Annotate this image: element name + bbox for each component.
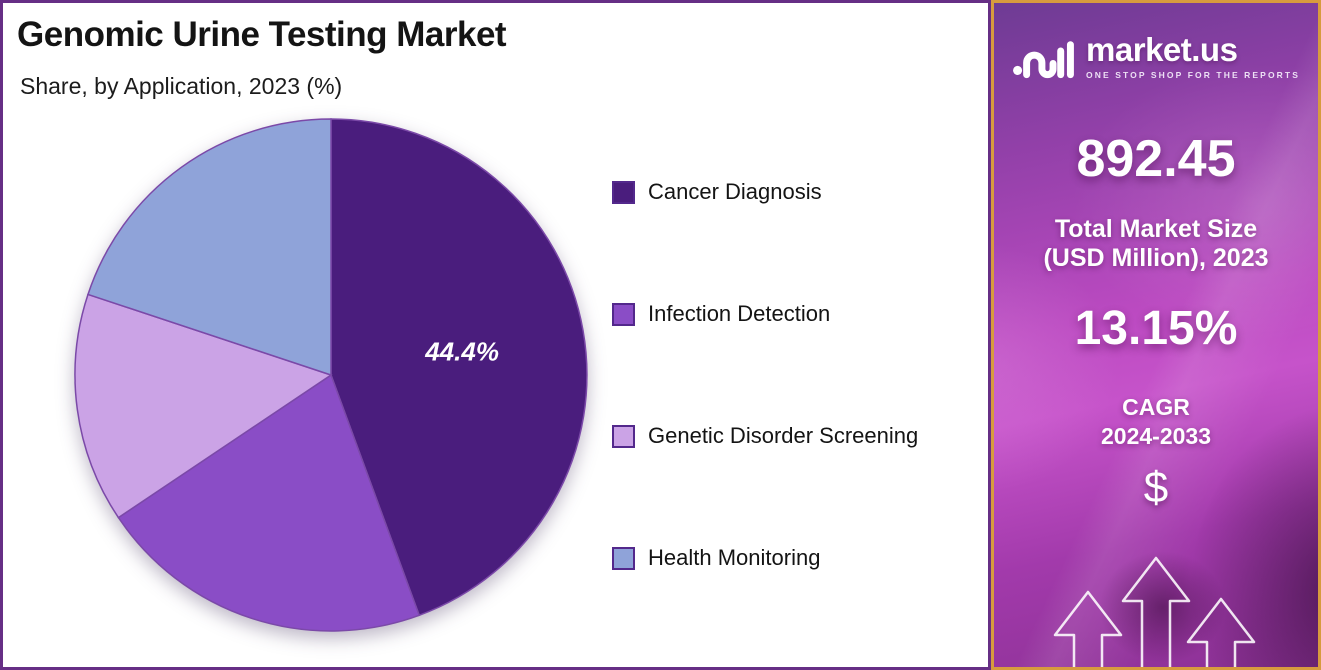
cagr-value: 13.15%	[1074, 302, 1238, 355]
market-size-label-line1: Total Market Size	[1054, 215, 1258, 243]
marketus-logo-icon	[1012, 33, 1076, 92]
pie-slice-label: 44.4%	[424, 337, 499, 367]
market-size-label: Total Market Size (USD Million), 2023	[994, 215, 1318, 273]
chart-panel: Genomic Urine Testing Market Share, by A…	[0, 0, 991, 670]
sidebar: market.us ONE STOP SHOP FOR THE REPORTS …	[991, 0, 1321, 670]
legend: Cancer Diagnosis Infection Detection Gen…	[612, 179, 918, 571]
page-title: Genomic Urine Testing Market	[17, 15, 507, 54]
legend-label: Health Monitoring	[648, 545, 821, 570]
legend-item: Infection Detection	[612, 301, 918, 327]
up-arrow-icon	[1121, 556, 1191, 667]
legend-swatch	[612, 302, 635, 326]
brand-logo: market.us ONE STOP SHOP FOR THE REPORTS	[994, 33, 1318, 92]
legend-item: Health Monitoring	[612, 545, 918, 571]
legend-item: Genetic Disorder Screening	[612, 423, 918, 449]
cagr-label: CAGR 2024-2033	[994, 393, 1318, 451]
pie-slice-health-monitoring	[87, 118, 332, 377]
brand-tagline: ONE STOP SHOP FOR THE REPORTS	[1086, 70, 1300, 80]
growth-arrows	[1053, 556, 1256, 667]
cagr-label-text: CAGR	[1122, 394, 1190, 420]
legend-item: Cancer Diagnosis	[612, 179, 918, 205]
pie-slice-cancer-diagnosis	[330, 118, 588, 617]
legend-label: Infection Detection	[648, 301, 831, 326]
dollar-icon: $	[1143, 463, 1169, 512]
page-subtitle: Share, by Application, 2023 (%)	[20, 73, 343, 99]
up-arrow-icon	[1186, 597, 1256, 667]
pie-chart: 44.4%	[69, 113, 593, 637]
market-size-label-line2: (USD Million), 2023	[1043, 244, 1269, 272]
pie-slice-genetic-disorder-screening	[74, 293, 333, 519]
market-size-value: 892.45	[1076, 130, 1236, 188]
pie-chart-svg: 44.4%	[74, 118, 588, 632]
legend-swatch	[612, 424, 635, 448]
legend-label: Cancer Diagnosis	[648, 179, 822, 204]
legend-swatch	[612, 180, 635, 204]
brand-name: market.us	[1086, 31, 1238, 68]
up-arrow-icon	[1053, 590, 1123, 667]
pie-slice-infection-detection	[117, 373, 421, 632]
legend-label: Genetic Disorder Screening	[648, 423, 919, 448]
cagr-period: 2024-2033	[1101, 422, 1211, 449]
legend-swatch	[612, 546, 635, 570]
